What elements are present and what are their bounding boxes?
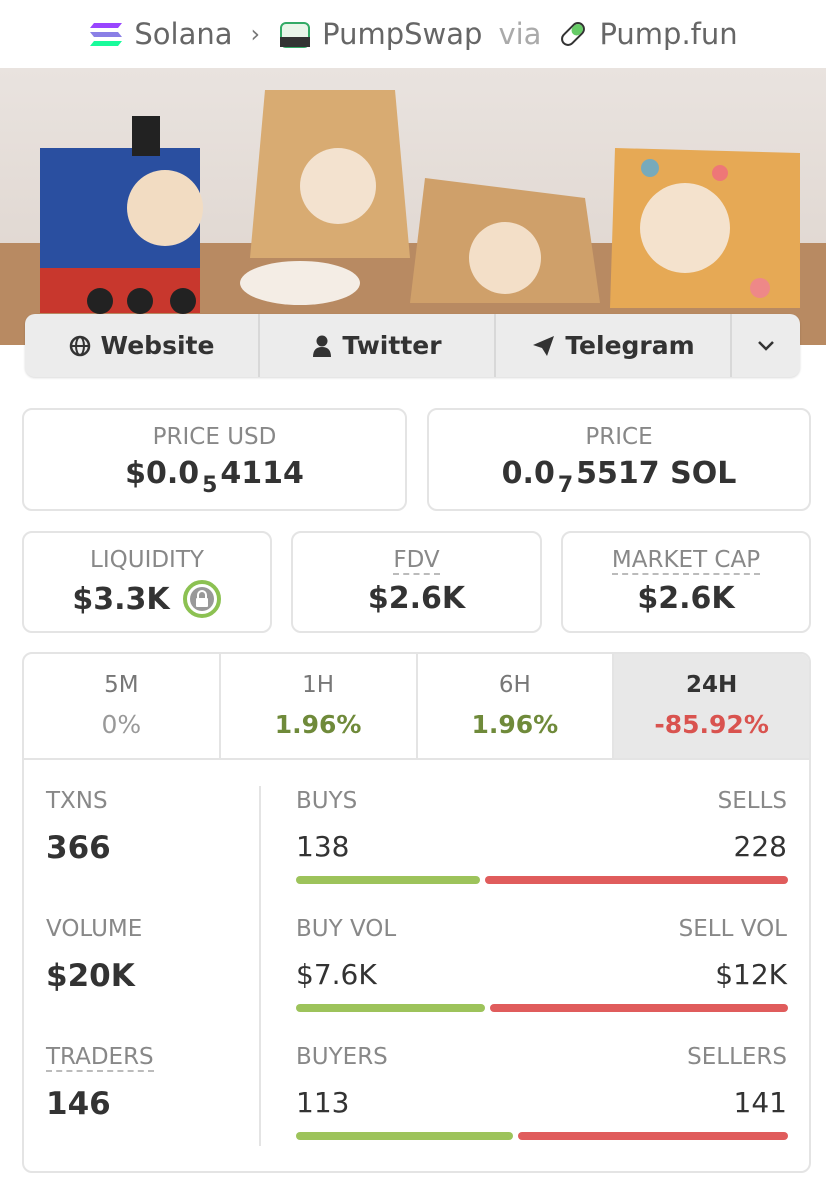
- timeframe-tab[interactable]: 24H -85.92%: [614, 654, 809, 758]
- market-cap-label[interactable]: MARKET CAP: [611, 547, 761, 575]
- price-zeros: 7: [557, 473, 574, 498]
- buy-value: $7.6K: [296, 958, 377, 991]
- price-usd-card: PRICE USD $0.0 5 4114: [22, 408, 407, 511]
- telegram-button[interactable]: Telegram: [496, 314, 732, 377]
- dex[interactable]: PumpSwap: [322, 17, 483, 51]
- chevron-icon: [758, 340, 774, 351]
- fdv-value: $2.6K: [367, 581, 466, 616]
- liquidity-row: $3.3K: [24, 579, 270, 619]
- timeframe-tab[interactable]: 5M 0%: [24, 654, 221, 758]
- liquidity-label: LIQUIDITY: [90, 547, 204, 573]
- price-usd-zeros: 5: [202, 473, 218, 498]
- timeframe-tab[interactable]: 6H 1.96%: [418, 654, 615, 758]
- sell-value: $12K: [715, 958, 787, 991]
- telegram-label: Telegram: [565, 331, 695, 360]
- sell-value: 228: [733, 830, 787, 863]
- timeframe-label: 6H: [498, 672, 531, 698]
- via: via: [498, 17, 542, 51]
- twitter-label: Twitter: [342, 331, 442, 360]
- price-value: 0.0 7 5517 SOL: [429, 456, 809, 498]
- stat-label[interactable]: TRADERS: [46, 1044, 154, 1072]
- banner-image: [0, 68, 826, 345]
- price-digits: 5517 SOL: [576, 456, 737, 491]
- price-usd-prefix: $0.0: [125, 456, 200, 491]
- price-usd-value: $0.0 5 4114: [24, 456, 405, 498]
- price-prefix: 0.0: [501, 456, 555, 491]
- website-label: Website: [100, 331, 215, 360]
- stat-total: 366: [46, 830, 111, 866]
- timeframe-change: 0%: [101, 710, 142, 739]
- stat-label: TXNS: [46, 788, 108, 814]
- twitter-button[interactable]: Twitter: [260, 314, 496, 377]
- social-links: Website Twitter Telegram: [25, 314, 800, 377]
- launchpad[interactable]: Pump.fun: [599, 17, 738, 51]
- sell-label: SELLS: [717, 788, 787, 814]
- buy-bar: [296, 1132, 513, 1140]
- stat-total: $20K: [46, 958, 135, 994]
- separator: ›: [250, 20, 261, 48]
- fdv-label[interactable]: FDV: [393, 547, 440, 575]
- timeframe-label: 5M: [104, 672, 139, 698]
- timeframe-label: 24H: [685, 672, 738, 698]
- fdv-card: FDV $2.6K: [291, 531, 542, 633]
- website-button[interactable]: Website: [25, 314, 260, 377]
- lock-icon: [182, 580, 221, 618]
- timeframe-label: 1H: [302, 672, 335, 698]
- price-usd-digits: 4114: [220, 456, 304, 491]
- solana-icon: [90, 23, 123, 46]
- timeframe-tab[interactable]: 1H 1.96%: [221, 654, 418, 758]
- sell-bar: [489, 1004, 788, 1012]
- stat-total: 146: [46, 1086, 111, 1122]
- launchpad-icon: [561, 22, 586, 46]
- buy-bar: [296, 1004, 485, 1012]
- price-label: PRICE: [585, 424, 653, 450]
- buy-bar: [296, 876, 480, 884]
- chain[interactable]: Solana: [134, 17, 233, 51]
- more-button[interactable]: [732, 314, 800, 377]
- buy-value: 113: [296, 1086, 350, 1119]
- sell-bar: [517, 1132, 788, 1140]
- buy-label: BUYERS: [296, 1044, 388, 1070]
- breadcrumb: Solana › PumpSwap via Pump.fun: [0, 0, 826, 68]
- stat-label: VOLUME: [46, 916, 143, 942]
- market-cap-card: MARKET CAP $2.6K: [561, 531, 811, 633]
- sell-label: SELLERS: [687, 1044, 787, 1070]
- sell-bar: [484, 876, 788, 884]
- buy-label: BUYS: [296, 788, 358, 814]
- globe-icon: [69, 335, 90, 356]
- divider: [259, 786, 261, 1146]
- price-card: PRICE 0.0 7 5517 SOL: [427, 408, 811, 511]
- buy-label: BUY VOL: [296, 916, 397, 942]
- timeframe-change: 1.96%: [471, 710, 559, 739]
- timeframe-change: -85.92%: [654, 710, 769, 739]
- price-usd-label: PRICE USD: [152, 424, 277, 450]
- liquidity-card: LIQUIDITY $3.3K: [22, 531, 272, 633]
- dex-icon: [280, 22, 311, 48]
- timeframe-change: 1.96%: [274, 710, 362, 739]
- sell-value: 141: [733, 1086, 787, 1119]
- user-icon: [313, 335, 332, 357]
- send-icon: [533, 335, 555, 356]
- buy-value: 138: [296, 830, 350, 863]
- sell-label: SELL VOL: [678, 916, 787, 942]
- liquidity-value: $3.3K: [72, 581, 170, 617]
- stats-panel: 5M 0% 1H 1.96% 6H 1.96% 24H -85.92% TXNS 366 BUYS…: [22, 652, 811, 1173]
- timeframe-tabs: 5M 0% 1H 1.96% 6H 1.96% 24H -85.92%: [24, 654, 809, 760]
- market-cap-value: $2.6K: [637, 581, 735, 616]
